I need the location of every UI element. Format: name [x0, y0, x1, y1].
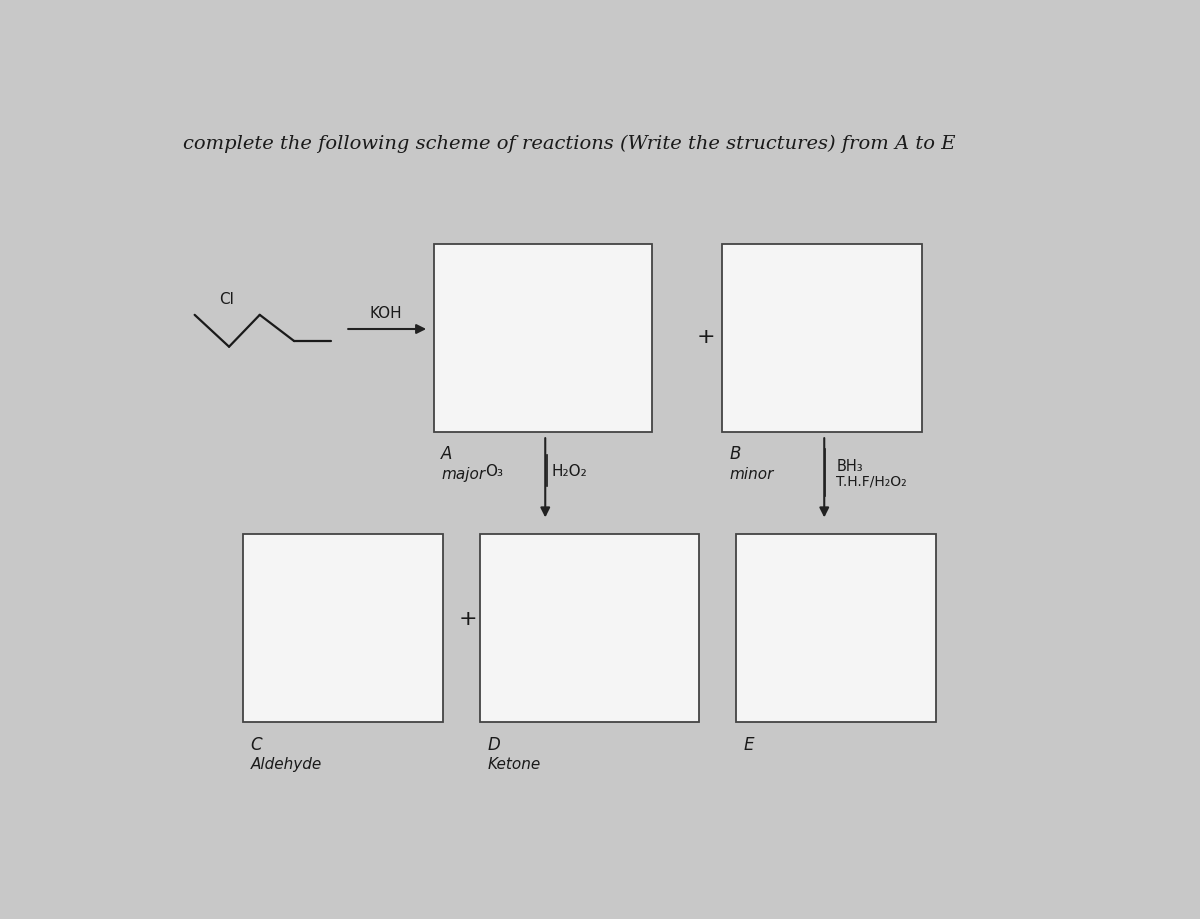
Text: minor: minor — [730, 466, 774, 482]
Text: Ketone: Ketone — [487, 756, 541, 771]
Text: Cl: Cl — [218, 292, 234, 307]
Text: D: D — [487, 735, 500, 753]
Text: B: B — [730, 445, 740, 463]
Bar — [480, 535, 698, 722]
Bar — [242, 535, 443, 722]
Bar — [433, 244, 653, 432]
Bar — [722, 244, 922, 432]
Text: Aldehyde: Aldehyde — [251, 756, 322, 771]
Text: A: A — [442, 445, 452, 463]
Text: BH₃: BH₃ — [836, 458, 863, 473]
Text: O₃: O₃ — [485, 464, 504, 479]
Bar — [736, 535, 936, 722]
Text: E: E — [743, 735, 754, 753]
Text: complete the following scheme of reactions (Write the structures) from A to E: complete the following scheme of reactio… — [182, 135, 955, 153]
Text: +: + — [697, 327, 715, 346]
Text: T.H.F/H₂O₂: T.H.F/H₂O₂ — [836, 474, 907, 488]
Text: C: C — [251, 735, 262, 753]
Text: +: + — [458, 608, 478, 629]
Text: H₂O₂: H₂O₂ — [552, 464, 588, 479]
Text: KOH: KOH — [370, 305, 402, 321]
Text: major: major — [442, 466, 485, 482]
